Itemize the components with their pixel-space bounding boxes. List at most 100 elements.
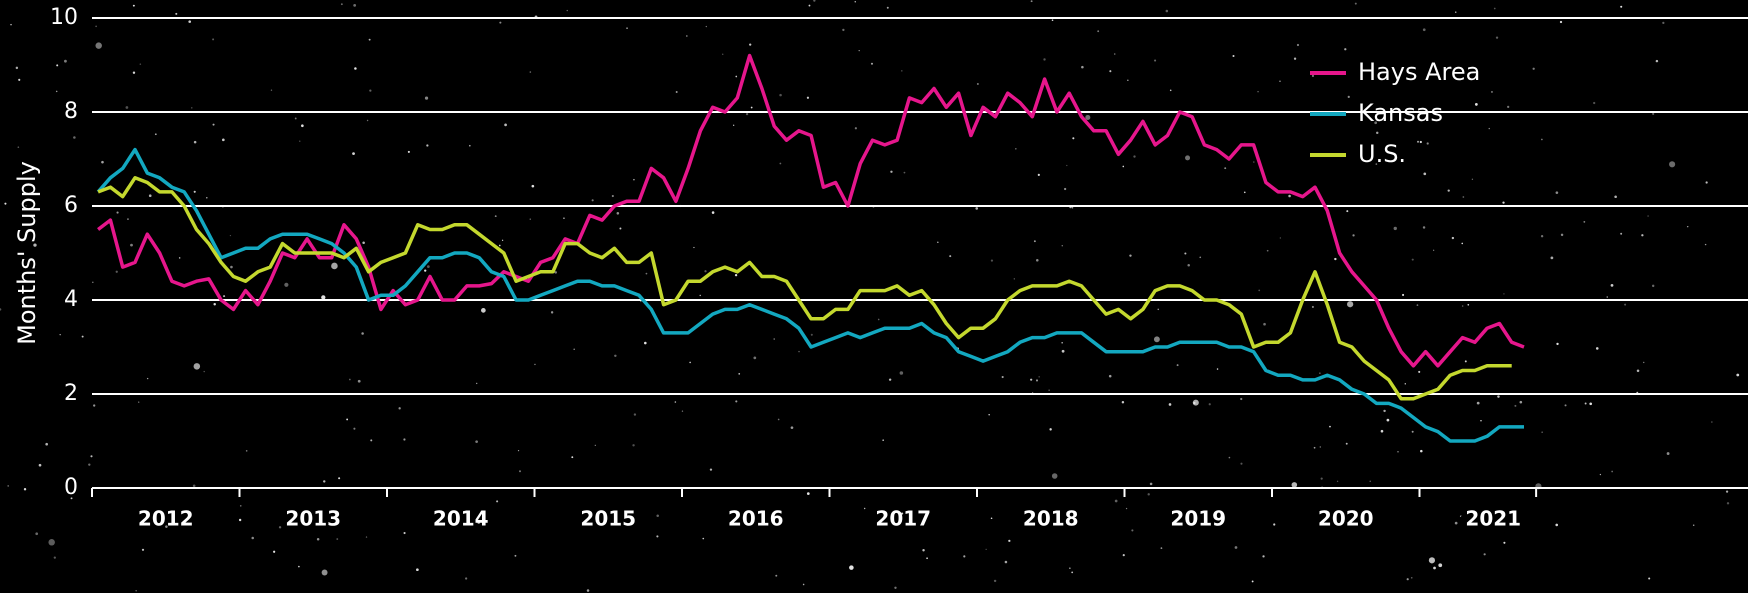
star xyxy=(1585,403,1587,405)
star xyxy=(811,334,813,336)
star xyxy=(213,124,215,126)
star xyxy=(751,107,753,109)
y-tick-label: 0 xyxy=(64,475,78,500)
star xyxy=(1122,166,1124,168)
star xyxy=(1126,508,1127,509)
star xyxy=(1048,389,1050,391)
x-tick-label: 2018 xyxy=(1023,507,1079,531)
star xyxy=(735,274,737,276)
star xyxy=(358,380,361,383)
star xyxy=(749,44,751,46)
star xyxy=(1187,264,1190,267)
star xyxy=(1115,500,1118,503)
star xyxy=(1334,258,1336,260)
star xyxy=(656,535,658,537)
star xyxy=(1263,323,1266,326)
chart: Months' Supply 0246810201220132014201520… xyxy=(0,0,1748,593)
star xyxy=(496,500,498,502)
star xyxy=(193,484,196,487)
star xyxy=(1312,75,1314,77)
star xyxy=(142,549,144,551)
star xyxy=(1252,580,1254,582)
star xyxy=(1533,68,1535,70)
star xyxy=(1376,132,1378,134)
star xyxy=(346,419,348,421)
star xyxy=(336,538,338,540)
star xyxy=(499,245,501,247)
star xyxy=(188,20,191,23)
star xyxy=(878,319,880,321)
star xyxy=(116,211,118,213)
star xyxy=(626,27,628,29)
star xyxy=(1320,446,1321,447)
star xyxy=(646,273,648,275)
star xyxy=(949,255,951,257)
star xyxy=(475,440,478,443)
star xyxy=(1258,289,1260,291)
star xyxy=(403,532,405,534)
star xyxy=(361,332,364,335)
star xyxy=(502,240,503,241)
star xyxy=(1541,139,1543,141)
star xyxy=(1429,557,1435,563)
star xyxy=(24,488,26,490)
star xyxy=(1148,493,1150,495)
star xyxy=(1069,568,1070,569)
star xyxy=(1433,567,1436,570)
star xyxy=(323,480,325,482)
star xyxy=(904,172,906,174)
star xyxy=(1502,201,1504,203)
star xyxy=(1158,309,1159,310)
star xyxy=(1240,398,1242,400)
star xyxy=(251,537,254,540)
star xyxy=(133,72,135,74)
star xyxy=(519,470,521,472)
star xyxy=(1497,395,1499,397)
star xyxy=(1541,431,1542,432)
y-tick-label: 8 xyxy=(64,99,78,124)
star xyxy=(1319,372,1321,374)
star xyxy=(1005,561,1008,564)
star xyxy=(1127,80,1129,82)
star xyxy=(191,107,192,108)
star xyxy=(1423,173,1426,176)
star xyxy=(1726,490,1728,492)
star xyxy=(1280,237,1281,238)
star xyxy=(1133,155,1135,157)
star xyxy=(587,589,590,592)
star xyxy=(1397,451,1399,453)
star xyxy=(1600,474,1601,475)
star xyxy=(855,127,857,129)
star xyxy=(1061,342,1063,344)
star xyxy=(534,364,535,365)
star xyxy=(1620,6,1622,8)
star xyxy=(95,26,97,28)
star xyxy=(1114,53,1116,55)
star xyxy=(532,185,535,188)
star xyxy=(1652,113,1654,115)
star xyxy=(1417,304,1419,306)
star xyxy=(1031,0,1033,2)
star xyxy=(1292,482,1298,488)
star xyxy=(1583,221,1585,223)
star xyxy=(230,235,231,236)
star xyxy=(1015,148,1017,150)
star xyxy=(1288,195,1291,198)
star xyxy=(1411,577,1413,579)
star xyxy=(634,413,636,415)
star xyxy=(369,90,371,92)
star xyxy=(206,197,208,199)
star xyxy=(504,124,507,127)
star xyxy=(1452,237,1454,239)
star xyxy=(791,426,794,429)
star xyxy=(571,456,573,458)
star xyxy=(138,402,139,403)
star xyxy=(689,362,691,364)
star xyxy=(991,259,993,261)
star xyxy=(1420,141,1422,143)
star xyxy=(10,24,12,26)
star xyxy=(301,124,304,127)
star xyxy=(682,411,683,412)
star xyxy=(16,67,18,69)
star xyxy=(95,42,101,48)
